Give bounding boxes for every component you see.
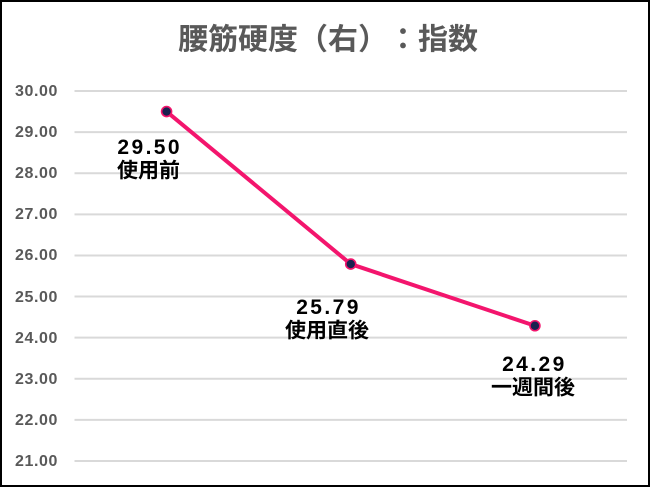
y-axis-tick-label: 27.00 bbox=[14, 206, 58, 224]
y-axis-tick-label: 26.00 bbox=[14, 247, 58, 265]
y-axis-tick-label: 25.00 bbox=[14, 288, 58, 306]
data-label-value: 24.29 bbox=[502, 352, 567, 376]
data-label-category-glyphs bbox=[117, 159, 180, 180]
data-label-value: 29.50 bbox=[117, 136, 182, 159]
y-axis-tick-label: 24.00 bbox=[14, 329, 58, 347]
chart-title-glyphs bbox=[178, 23, 478, 52]
data-label-value: 25.79 bbox=[296, 296, 361, 319]
data-point-marker bbox=[344, 258, 357, 270]
y-axis-tick-label: 21.00 bbox=[14, 453, 58, 470]
data-label-category-glyphs bbox=[285, 319, 369, 340]
y-axis-tick-label: 28.00 bbox=[14, 165, 58, 183]
data-point-marker bbox=[529, 319, 541, 332]
series-polyline bbox=[164, 109, 537, 328]
y-axis-tick-label: 29.00 bbox=[14, 124, 58, 142]
series-markers bbox=[160, 105, 541, 332]
y-axis-tick-label: 23.00 bbox=[14, 370, 58, 388]
gridlines bbox=[74, 90, 627, 462]
y-axis-tick-label: 22.00 bbox=[14, 411, 58, 429]
data-point-marker bbox=[160, 105, 173, 118]
y-axis-tick-label: 30.00 bbox=[14, 83, 58, 100]
data-label-category-glyphs bbox=[491, 376, 575, 396]
series-line bbox=[164, 109, 537, 328]
